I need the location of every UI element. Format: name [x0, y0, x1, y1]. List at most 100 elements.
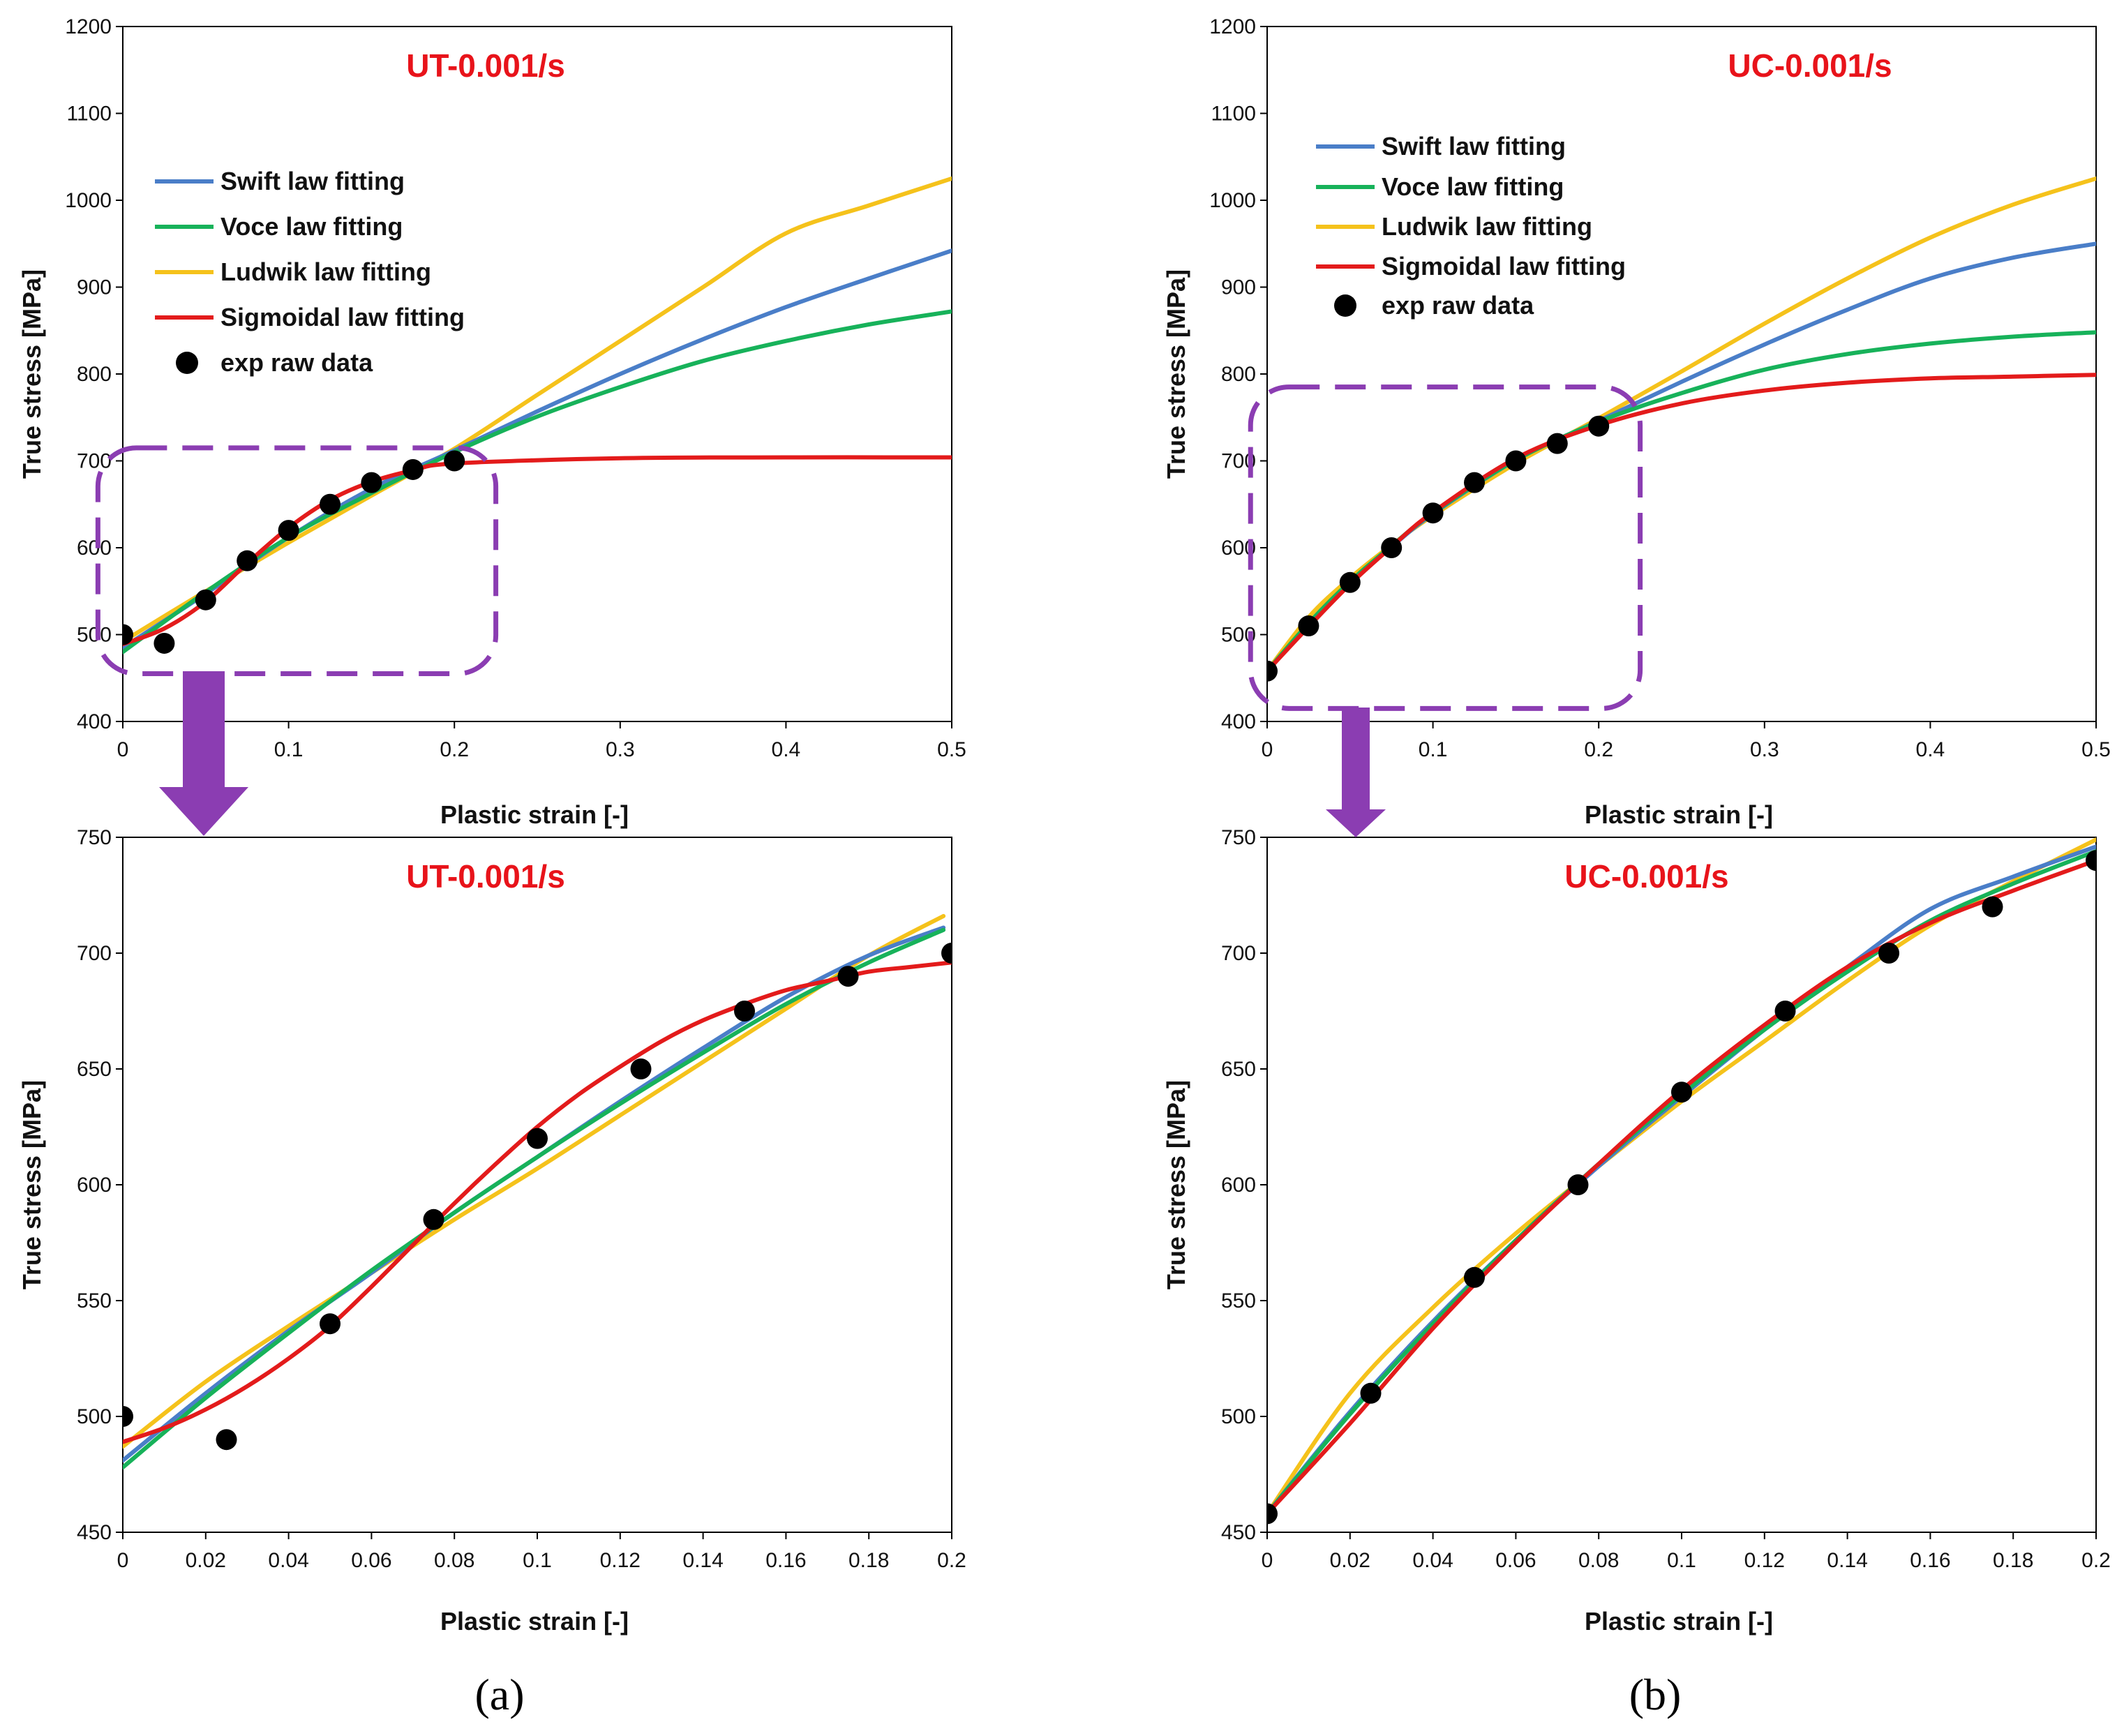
ludwik-fit-line — [1267, 176, 2096, 673]
exp-data-point — [1464, 472, 1485, 493]
y-tick-label: 750 — [1221, 826, 1256, 849]
y-tick-label: 400 — [77, 710, 112, 733]
x-tick-label: 0.12 — [600, 1549, 641, 1572]
x-axis-ticks: 0 0.02 0.04 0.06 0.08 0.1 0.12 0.14 0.16 0.18 0.2 — [117, 1532, 966, 1572]
chart-title: UT-0.001/s — [406, 858, 565, 895]
exp-data-point — [402, 458, 424, 480]
exp-data-point — [630, 1058, 652, 1079]
exp-data-point — [1381, 537, 1403, 558]
y-tick-label: 600 — [77, 1174, 112, 1197]
y-axis-title: True stress [MPa] — [17, 269, 46, 479]
y-axis-title: True stress [MPa] — [1162, 1080, 1190, 1289]
exp-data-point — [2086, 850, 2096, 871]
chart-ut-full: 400 500 600 700 800 900 1000 1100 1200 0 0.1 0.2 0.… — [17, 15, 966, 829]
y-axis-title: True stress [MPa] — [17, 1080, 46, 1289]
exp-data-point — [1298, 615, 1319, 637]
legend-exp-marker — [176, 352, 198, 374]
x-tick-label: 0.14 — [682, 1549, 723, 1572]
plot-area — [1266, 26, 2097, 722]
y-tick-label: 650 — [77, 1058, 112, 1081]
x-tick-label: 0 — [117, 1549, 129, 1572]
x-tick-label: 0.04 — [1412, 1549, 1453, 1572]
y-tick-label: 700 — [1221, 942, 1256, 965]
x-tick-label: 0.3 — [1750, 738, 1779, 761]
series-layer — [1267, 176, 2096, 682]
exp-data-point — [1422, 502, 1444, 524]
series-layer — [1267, 837, 2096, 1525]
x-tick-label: 0.02 — [186, 1549, 226, 1572]
exp-data-point — [278, 520, 299, 541]
x-tick-label: 0.1 — [274, 738, 304, 761]
legend-exp-marker — [1334, 294, 1356, 317]
sigmoidal-fit-line — [123, 960, 952, 1444]
exp-data-point — [1360, 1382, 1382, 1404]
x-axis-ticks: 0 0.1 0.2 0.3 0.4 0.5 — [1262, 721, 2111, 761]
y-axis-title: True stress [MPa] — [1162, 269, 1190, 479]
exp-data-point — [1982, 896, 2003, 918]
legend-exp-label: exp raw data — [220, 348, 373, 377]
x-tick-label: 0.06 — [1495, 1549, 1536, 1572]
y-tick-label: 600 — [1221, 1174, 1256, 1197]
zoom-arrow-a — [159, 671, 248, 836]
exp-data-point — [237, 550, 258, 571]
zoom-arrow-b-shaft — [1342, 708, 1370, 812]
legend-voce-label: Voce law fitting — [220, 212, 403, 241]
y-tick-label: 700 — [77, 942, 112, 965]
y-tick-label: 1000 — [1209, 189, 1256, 212]
y-tick-label: 650 — [1221, 1058, 1256, 1081]
x-tick-label: 0.5 — [937, 738, 966, 761]
chart-title: UT-0.001/s — [406, 47, 565, 84]
zoom-arrow-a-shaft — [183, 671, 225, 790]
exp-data-point — [734, 1001, 755, 1022]
x-axis-title: Plastic strain [-] — [440, 800, 629, 829]
exp-data-point — [1774, 1001, 1796, 1022]
exp-data-point — [423, 1209, 444, 1230]
exp-data-point — [123, 624, 133, 645]
y-tick-label: 800 — [77, 363, 112, 386]
exp-data-point — [1464, 1266, 1485, 1288]
x-tick-label: 0.06 — [351, 1549, 391, 1572]
exp-data-point — [320, 493, 341, 515]
x-tick-label: 0 — [1262, 738, 1273, 761]
exp-data-point — [527, 1128, 548, 1149]
x-axis-title: Plastic strain [-] — [1585, 1607, 1773, 1636]
zoom-arrow-b-head — [1326, 809, 1386, 837]
exp-data-point — [1671, 1082, 1692, 1103]
legend-exp-label: exp raw data — [1382, 291, 1534, 320]
x-tick-label: 0 — [117, 738, 129, 761]
exp-data-point — [1588, 415, 1610, 437]
x-tick-label: 0.2 — [2081, 1549, 2111, 1572]
ludwik-fit-line — [123, 913, 946, 1449]
y-tick-label: 700 — [77, 450, 112, 473]
y-tick-label: 1200 — [65, 15, 112, 38]
x-tick-label: 0.3 — [606, 738, 635, 761]
x-tick-label: 0.2 — [440, 738, 469, 761]
x-tick-label: 0.08 — [434, 1549, 474, 1572]
y-tick-label: 1000 — [65, 189, 112, 212]
exp-data-point — [216, 1429, 237, 1451]
x-tick-label: 0.4 — [772, 738, 801, 761]
exp-data-point — [154, 632, 175, 654]
x-tick-label: 0.12 — [1744, 1549, 1785, 1572]
y-tick-label: 400 — [1221, 710, 1256, 733]
x-axis-title: Plastic strain [-] — [1585, 800, 1773, 829]
exp-data-point — [837, 966, 859, 987]
x-tick-label: 0.02 — [1330, 1549, 1370, 1572]
exp-data-point — [1339, 571, 1361, 593]
exp-data-point — [320, 1313, 341, 1335]
y-tick-label: 450 — [77, 1521, 112, 1544]
x-axis-title: Plastic strain [-] — [440, 1607, 629, 1636]
zoom-region-box — [1248, 384, 1643, 711]
x-tick-label: 0.08 — [1578, 1549, 1619, 1572]
plot-area — [122, 837, 952, 1533]
legend-sigmoidal-label: Sigmoidal law fitting — [1382, 252, 1626, 280]
zoom-callout — [1248, 384, 1643, 711]
voce-fit-line — [1267, 848, 2096, 1516]
legend-ludwik-label: Ludwik law fitting — [1382, 212, 1592, 241]
y-axis-ticks: 400 500 600 700 800 900 1000 1100 1200 — [65, 15, 123, 733]
legend-voce-label: Voce law fitting — [1382, 172, 1564, 201]
y-tick-label: 500 — [77, 624, 112, 647]
x-tick-label: 0.16 — [765, 1549, 806, 1572]
